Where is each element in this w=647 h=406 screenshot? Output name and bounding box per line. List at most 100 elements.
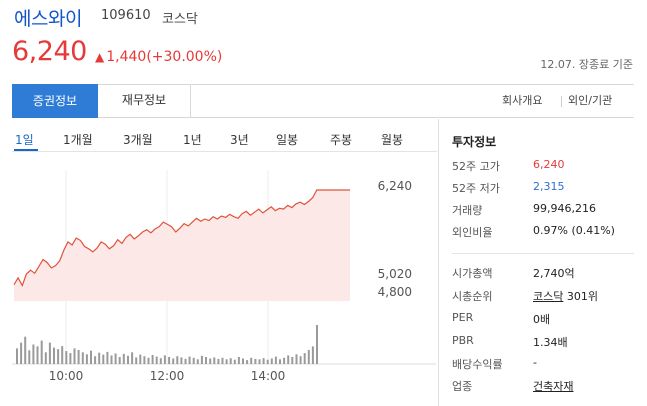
market-link[interactable]: 코스닥 xyxy=(533,290,564,303)
volume-bar xyxy=(127,355,129,364)
volume-bar xyxy=(102,354,105,364)
volume-bar xyxy=(44,352,47,364)
volume-bar xyxy=(180,357,183,364)
volume-bar xyxy=(118,357,121,364)
volume-bar xyxy=(274,356,277,364)
volume-bar xyxy=(155,356,158,364)
volume-bar xyxy=(262,358,265,364)
info-value-52w-low: 2,315 xyxy=(533,180,565,193)
volume-bar xyxy=(270,358,273,364)
volume-bar xyxy=(225,359,228,364)
volume-bar xyxy=(307,350,310,364)
current-price: 6,240 xyxy=(12,36,87,67)
volume-bar xyxy=(283,357,286,364)
volume-bar xyxy=(20,342,23,365)
range-daily-candle[interactable]: 일봉 xyxy=(276,133,299,147)
info-label-per: PER xyxy=(452,311,474,324)
info-value-per: 0배 xyxy=(533,313,551,326)
price-change: ▲ 1,440(+30.00%) xyxy=(95,49,222,65)
volume-bar xyxy=(24,336,27,364)
volume-bar xyxy=(16,348,18,364)
volume-bar xyxy=(287,355,290,364)
volume-bar xyxy=(159,358,162,364)
volume-bar xyxy=(291,357,294,364)
info-value-52w-high: 6,240 xyxy=(533,158,565,171)
stock-market: 코스닥 xyxy=(162,12,198,27)
info-value-cap-rank: 코스닥 301위 xyxy=(533,288,598,304)
range-divider xyxy=(12,151,437,152)
volume-bar xyxy=(250,357,253,364)
x-tick-label: 12:00 xyxy=(150,369,185,383)
volume-bar xyxy=(90,350,92,364)
tab-divider xyxy=(561,96,562,107)
info-label-foreign-ratio: 외인비율 xyxy=(452,226,493,239)
stock-name[interactable]: 에스와이 xyxy=(14,8,82,30)
volume-bar xyxy=(266,359,269,364)
volume-bar xyxy=(143,356,146,364)
volume-bar xyxy=(131,352,134,364)
price-area xyxy=(14,190,350,301)
y-tick-label: 5,020 xyxy=(378,267,412,281)
volume-bar xyxy=(303,353,306,364)
investment-info-title: 투자정보 xyxy=(452,135,497,149)
volume-bar xyxy=(73,348,76,364)
range-weekly-candle[interactable]: 주봉 xyxy=(330,133,353,147)
volume-bar xyxy=(110,355,113,364)
volume-bar xyxy=(114,353,117,364)
volume-bar xyxy=(176,356,179,364)
x-tick-label: 14:00 xyxy=(251,369,286,383)
x-tick-label: 10:00 xyxy=(49,369,84,383)
volume-bar xyxy=(233,359,236,364)
tab-securities-info[interactable]: 증권정보 xyxy=(12,84,98,118)
volume-bar xyxy=(65,351,68,364)
tab-financial-info[interactable]: 재무정보 xyxy=(98,84,191,117)
info-value-dividend-yield: - xyxy=(533,356,537,369)
range-3m[interactable]: 3개월 xyxy=(123,133,153,147)
volume-bar xyxy=(209,358,212,364)
range-1d[interactable]: 1일 xyxy=(15,133,34,147)
volume-bar xyxy=(217,358,220,364)
info-divider xyxy=(452,253,634,254)
info-label-dividend-yield: 배당수익률 xyxy=(452,358,503,371)
volume-bar xyxy=(40,340,43,364)
volume-bars xyxy=(16,325,318,365)
tab-foreign-institution[interactable]: 외인/기관 xyxy=(568,94,613,107)
volume-bar xyxy=(184,358,187,364)
volume-bar xyxy=(36,346,39,364)
volume-bar xyxy=(229,358,232,364)
volume-bar xyxy=(299,356,302,364)
range-1m[interactable]: 1개월 xyxy=(63,133,93,147)
info-value-foreign-ratio: 0.97% (0.41%) xyxy=(533,224,615,237)
volume-bar xyxy=(254,358,257,364)
volume-bar xyxy=(81,352,84,364)
info-label-52w-high: 52주 고가 xyxy=(452,160,500,173)
volume-bar xyxy=(279,359,281,364)
info-value-volume: 99,946,216 xyxy=(533,202,596,215)
range-active-indicator xyxy=(14,149,38,151)
info-value-industry[interactable]: 건축자재 xyxy=(533,380,574,393)
tab-company-overview[interactable]: 회사개요 xyxy=(502,94,543,107)
volume-bar xyxy=(221,357,224,364)
volume-bar xyxy=(147,357,150,364)
price-change-value: 1,440(+30.00%) xyxy=(106,49,223,65)
intraday-chart[interactable]: 6,240 5,020 4,800 10:00 12:00 14:00 xyxy=(0,152,436,406)
stock-code: 109610 xyxy=(101,8,151,23)
info-label-market-cap: 시가총액 xyxy=(452,267,493,280)
range-1y[interactable]: 1년 xyxy=(183,133,202,147)
volume-bar xyxy=(94,356,97,364)
volume-bar xyxy=(53,347,55,364)
rank-value: 301위 xyxy=(566,290,598,303)
volume-bar xyxy=(135,357,138,364)
volume-bar xyxy=(122,353,125,364)
volume-bar xyxy=(69,353,72,364)
info-label-52w-low: 52주 저가 xyxy=(452,182,500,195)
panel-divider xyxy=(438,119,439,406)
range-monthly-candle[interactable]: 월봉 xyxy=(381,133,404,147)
volume-bar xyxy=(316,325,318,364)
info-label-pbr: PBR xyxy=(452,334,474,347)
volume-bar xyxy=(61,346,64,364)
volume-bar xyxy=(85,354,88,365)
volume-bar xyxy=(163,355,166,364)
volume-bar xyxy=(196,359,199,364)
range-3y[interactable]: 3년 xyxy=(230,133,249,147)
